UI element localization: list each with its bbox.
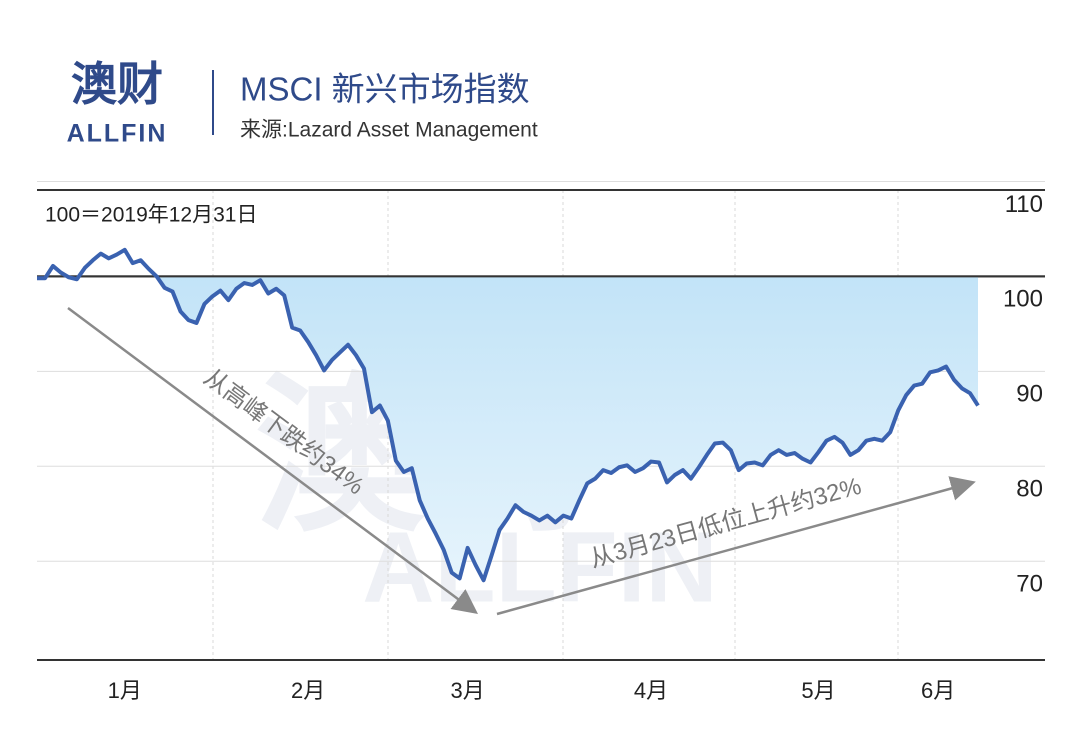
arrow bbox=[496, 476, 976, 616]
source: 来源:Lazard Asset Management bbox=[240, 119, 538, 142]
x-tick-label: 1月 bbox=[108, 678, 142, 703]
y-tick-label: 80 bbox=[1016, 476, 1043, 503]
x-tick-label: 6月 bbox=[921, 678, 955, 703]
line bbox=[37, 247, 980, 583]
logo: 澳财 bbox=[71, 58, 163, 110]
x-tick-label: 4月 bbox=[634, 678, 668, 703]
area bbox=[37, 276, 978, 581]
arrow bbox=[67, 306, 479, 614]
y-tick-label: 90 bbox=[1016, 381, 1043, 408]
y-tick-label: 100 bbox=[1003, 286, 1043, 313]
y-tick-label: 110 bbox=[1005, 191, 1043, 218]
note: 100＝2019年12月31日 bbox=[45, 204, 257, 227]
title: MSCI 新兴市场指数 bbox=[240, 71, 530, 108]
x-tick-label: 2月 bbox=[291, 678, 325, 703]
x-tick-label: 3月 bbox=[451, 678, 485, 703]
logo-sub: ALLFIN bbox=[67, 120, 168, 148]
watermark-sub: ALLFIN bbox=[362, 511, 717, 623]
x-tick-label: 5月 bbox=[801, 678, 835, 703]
y-tick-label: 70 bbox=[1016, 571, 1043, 598]
